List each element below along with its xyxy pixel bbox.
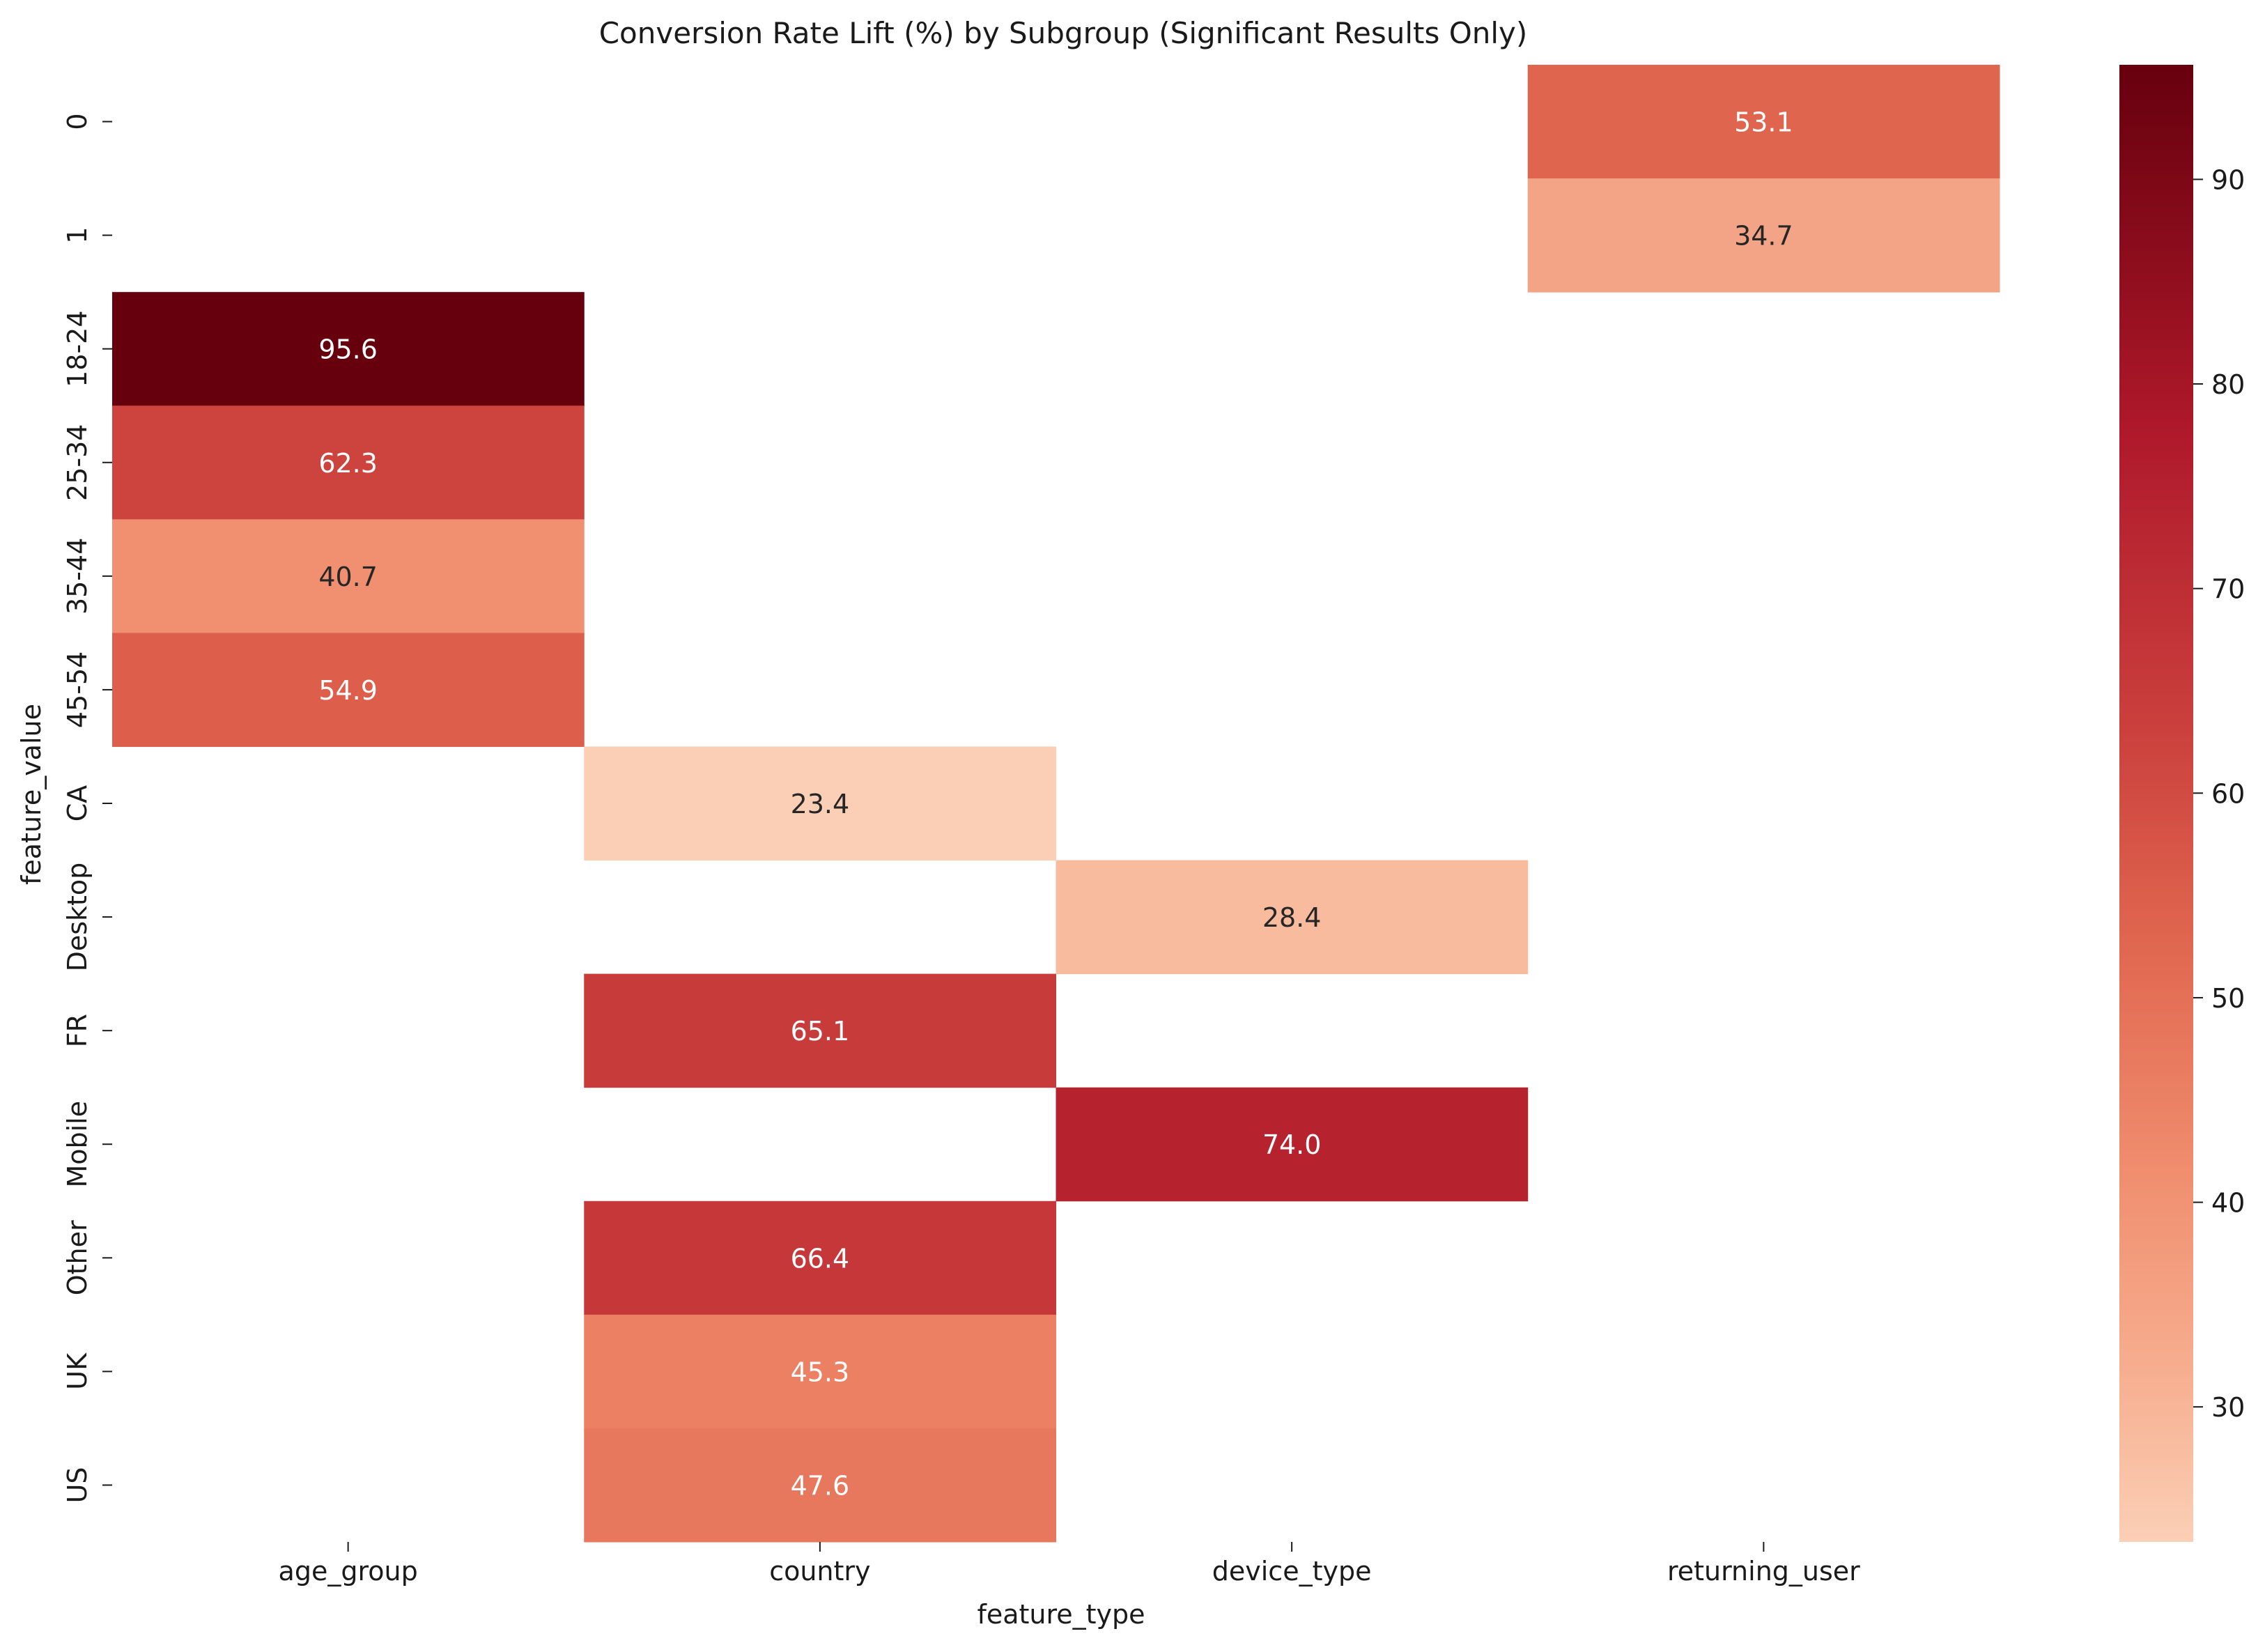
colorbar-tick-label: 90 xyxy=(2211,164,2245,195)
y-tick-label: Desktop xyxy=(62,863,93,972)
cell-value-label: 66.4 xyxy=(791,1243,850,1274)
heatmap-cell-age_group-18-24 xyxy=(112,292,585,406)
y-tick-label: 25-34 xyxy=(62,424,93,501)
colorbar-tick-label: 50 xyxy=(2211,983,2245,1014)
y-tick-label: US xyxy=(62,1467,93,1503)
cell-value-label: 95.6 xyxy=(318,334,378,365)
cell-labels-layer: 53.1 34.7 95.6 62.3 40.7 54.9 23.4 28.4 65.1 74.0… xyxy=(318,107,1793,1502)
cell-value-label: 54.9 xyxy=(318,675,378,706)
colorbar-tick-label: 30 xyxy=(2211,1392,2245,1423)
x-tick-label: device_type xyxy=(1212,1556,1372,1587)
heatmap-cell-device_type-Desktop xyxy=(1056,860,1529,975)
y-tick-label: 35-44 xyxy=(62,538,93,615)
y-tick-label: Mobile xyxy=(62,1101,93,1188)
heatmap-cell-country-UK xyxy=(584,1314,1056,1429)
colorbar-tick-label: 70 xyxy=(2211,574,2245,605)
y-tick-label: Other xyxy=(62,1220,93,1295)
heatmap-cell-country-Other xyxy=(584,1201,1056,1315)
heatmap-cell-age_group-25-34 xyxy=(112,406,585,520)
colorbar-tick-label: 80 xyxy=(2211,369,2245,400)
heatmap-cell-country-CA xyxy=(584,746,1056,861)
heatmap-cell-age_group-35-44 xyxy=(112,519,585,633)
y-tick-label: FR xyxy=(62,1014,93,1047)
heatmap-cell-country-US xyxy=(584,1428,1056,1543)
x-axis: age_group country device_type returning_use… xyxy=(279,1542,1860,1587)
y-tick-label: 18-24 xyxy=(62,310,93,387)
heatmap-cell-returning_user-0 xyxy=(1527,65,2000,179)
heatmap-cell-country-FR xyxy=(584,973,1056,1088)
colorbar: 30 40 50 60 70 80 90 xyxy=(2119,65,2245,1542)
y-tick-label: CA xyxy=(62,785,93,822)
y-tick-label: 45-54 xyxy=(62,651,93,728)
cell-value-label: 53.1 xyxy=(1734,107,1793,138)
heatmap-cell-age_group-45-54 xyxy=(112,633,585,747)
x-tick-label: age_group xyxy=(279,1556,418,1587)
x-tick-label: returning_user xyxy=(1667,1556,1860,1587)
colorbar-tick-label: 60 xyxy=(2211,778,2245,809)
heatmap-cell-returning_user-1 xyxy=(1527,178,2000,293)
colorbar-gradient xyxy=(2119,65,2193,1542)
y-tick-label: 0 xyxy=(62,113,93,130)
cell-value-label: 28.4 xyxy=(1262,902,1322,933)
y-axis: 0 1 18-24 25-34 35-44 45-54 CA Desktop FR Mobile O… xyxy=(62,113,112,1503)
heatmap-cell-device_type-Mobile xyxy=(1056,1087,1529,1202)
chart-title: Conversion Rate Lift (%) by Subgroup (Si… xyxy=(599,16,1528,50)
cell-value-label: 62.3 xyxy=(318,448,378,479)
cell-value-label: 23.4 xyxy=(791,789,850,819)
cells-layer xyxy=(112,65,2000,1543)
y-axis-label: feature_value xyxy=(16,704,47,885)
x-tick-label: country xyxy=(769,1556,870,1587)
x-axis-label: feature_type xyxy=(977,1599,1145,1630)
cell-value-label: 34.7 xyxy=(1734,221,1793,252)
cell-value-label: 40.7 xyxy=(318,562,378,592)
y-tick-label: 1 xyxy=(62,227,93,244)
cell-value-label: 65.1 xyxy=(791,1016,850,1047)
y-tick-label: UK xyxy=(62,1352,93,1390)
cell-value-label: 74.0 xyxy=(1262,1129,1322,1160)
cell-value-label: 45.3 xyxy=(791,1357,850,1387)
cell-value-label: 47.6 xyxy=(791,1470,850,1501)
colorbar-tick-label: 40 xyxy=(2211,1188,2245,1219)
